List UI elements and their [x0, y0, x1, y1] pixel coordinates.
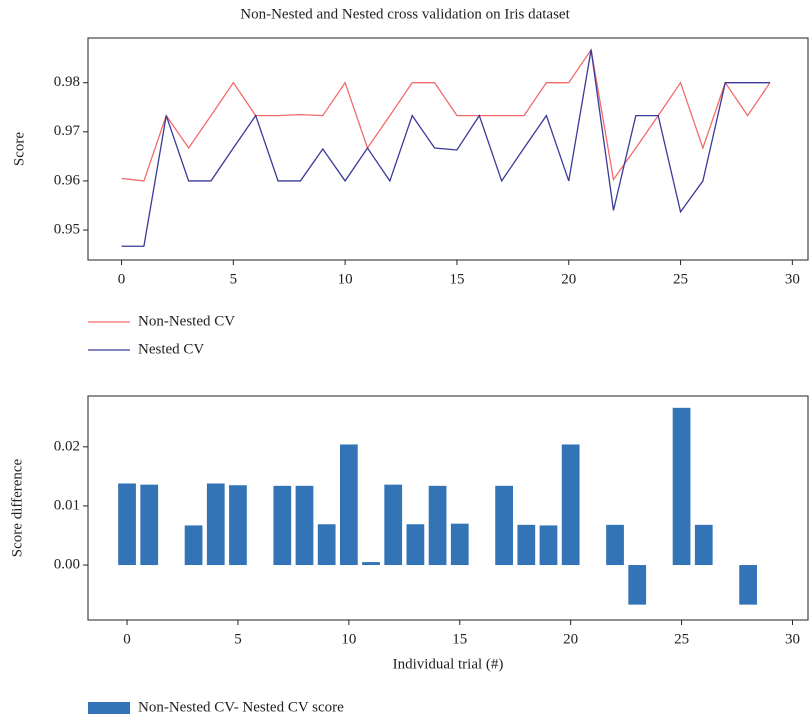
bar — [694, 524, 713, 566]
legend-swatch — [88, 702, 130, 714]
x-tick-label: 30 — [785, 631, 800, 647]
bar — [362, 562, 380, 566]
series-line — [121, 48, 771, 182]
series-line — [121, 49, 770, 247]
bar — [428, 485, 447, 566]
x-tick-label: 5 — [230, 271, 238, 287]
y-tick-label: 0.01 — [54, 497, 80, 513]
y-axis-label: Score — [11, 132, 27, 166]
y-tick-label: 0.00 — [54, 556, 80, 572]
bar — [184, 525, 203, 566]
bar — [273, 485, 292, 566]
y-tick-label: 0.02 — [54, 438, 80, 454]
plot-area — [87, 37, 809, 261]
x-tick-label: 30 — [785, 271, 800, 287]
y-tick-label: 0.98 — [54, 74, 80, 90]
bar — [539, 525, 558, 566]
x-tick-label: 0 — [118, 271, 126, 287]
bar — [406, 524, 425, 566]
bar — [517, 524, 536, 566]
x-tick-label: 15 — [449, 271, 464, 287]
x-tick-label: 20 — [563, 631, 578, 647]
bar — [118, 483, 136, 566]
x-tick-label: 25 — [674, 631, 689, 647]
bar — [339, 444, 358, 566]
x-tick-label: 20 — [561, 271, 576, 287]
x-tick-label: 25 — [673, 271, 688, 287]
x-tick-label: 10 — [341, 631, 356, 647]
bar — [450, 523, 469, 566]
y-axis-label: Score difference — [9, 458, 25, 557]
chart-title: Non-Nested and Nested cross validation o… — [240, 6, 570, 22]
bar — [140, 484, 159, 566]
legend-label: Non-Nested CV — [138, 313, 235, 329]
x-tick-label: 0 — [123, 631, 131, 647]
legend-label: Nested CV — [138, 341, 204, 357]
y-tick-label: 0.97 — [54, 123, 81, 139]
x-tick-label: 5 — [234, 631, 242, 647]
x-tick-label: 10 — [338, 271, 353, 287]
bar — [628, 565, 647, 605]
plot-area — [87, 395, 809, 621]
legend-label: Non-Nested CV- Nested CV score — [138, 699, 344, 715]
x-axis-label: Individual trial (#) — [393, 656, 504, 672]
bar — [561, 444, 580, 566]
bar — [317, 524, 336, 566]
y-tick-label: 0.95 — [54, 221, 80, 237]
x-tick-label: 15 — [452, 631, 467, 647]
bar — [295, 485, 314, 566]
bar — [606, 524, 624, 566]
bar — [739, 565, 757, 605]
bar — [206, 483, 225, 566]
bar — [384, 484, 403, 566]
bar — [229, 485, 247, 566]
y-tick-label: 0.96 — [54, 172, 81, 188]
bar — [495, 485, 513, 566]
bar — [672, 407, 691, 566]
